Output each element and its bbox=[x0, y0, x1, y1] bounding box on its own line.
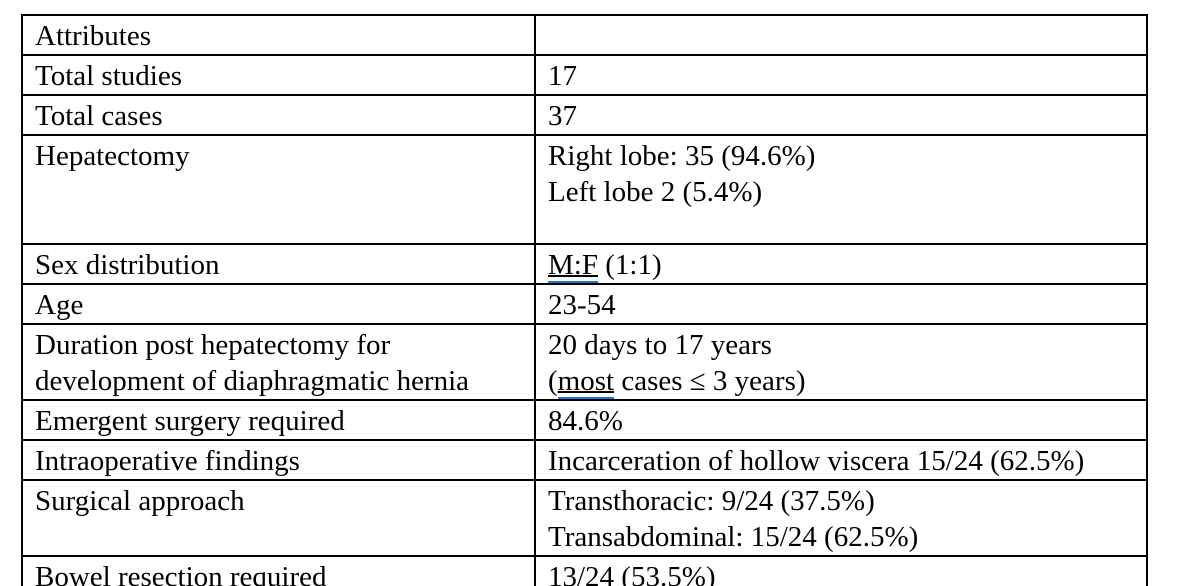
value-line-duration: 20 days to 17 years bbox=[548, 329, 772, 361]
value-line-most-cases: (most cases ≤ 3 years) bbox=[548, 363, 1140, 398]
attributes-table: Attributes Total studies 17 Total cases bbox=[21, 14, 1148, 586]
attribute-cell: Emergent surgery required bbox=[21, 399, 536, 441]
value-text: 84.6% bbox=[548, 405, 623, 437]
attribute-label: Bowel resection required bbox=[35, 561, 327, 586]
value-line-right-lobe: Right lobe: 35 (94.6%) bbox=[548, 140, 816, 172]
value-cell: 23-54 bbox=[534, 283, 1148, 325]
attribute-cell: Age bbox=[21, 283, 536, 325]
grammar-flagged-word[interactable]: most bbox=[557, 365, 615, 398]
table-row-age: Age 23-54 bbox=[21, 283, 1148, 325]
value-cell: Incarceration of hollow viscera 15/24 (6… bbox=[534, 439, 1148, 481]
value-cell: 13/24 (53.5%) bbox=[534, 555, 1148, 586]
attribute-label: Surgical approach bbox=[35, 485, 245, 517]
attribute-label: Sex distribution bbox=[35, 249, 220, 281]
attribute-cell: Sex distribution bbox=[21, 243, 536, 285]
attribute-label: Emergent surgery required bbox=[35, 405, 345, 437]
attribute-cell: Intraoperative findings bbox=[21, 439, 536, 481]
value-cell: 37 bbox=[534, 94, 1148, 136]
value-text: M:F (1:1) bbox=[548, 247, 1140, 282]
attribute-cell: Total studies bbox=[21, 54, 536, 96]
value-cell: 17 bbox=[534, 54, 1148, 96]
value-pre: ( bbox=[548, 365, 558, 397]
value-cell: Transthoracic: 9/24 (37.5%) Transabdomin… bbox=[534, 479, 1148, 557]
value-cell: M:F (1:1) bbox=[534, 243, 1148, 285]
table-row-emergent-surgery: Emergent surgery required 84.6% bbox=[21, 399, 1148, 441]
value-cell: Right lobe: 35 (94.6%) Left lobe 2 (5.4%… bbox=[534, 134, 1148, 245]
attribute-label: Duration post hepatectomy for developmen… bbox=[35, 329, 470, 397]
attribute-label: Total cases bbox=[35, 100, 163, 132]
attribute-label: Intraoperative findings bbox=[35, 445, 300, 477]
attribute-cell: Total cases bbox=[21, 94, 536, 136]
attribute-cell: Bowel resection required bbox=[21, 555, 536, 586]
value-cell bbox=[534, 14, 1148, 56]
table-row-surgical-approach: Surgical approach Transthoracic: 9/24 (3… bbox=[21, 479, 1148, 557]
value-rest: (1:1) bbox=[597, 249, 662, 281]
table-row-duration-post-hepatectomy: Duration post hepatectomy for developmen… bbox=[21, 323, 1148, 401]
table-row-sex-distribution: Sex distribution M:F (1:1) bbox=[21, 243, 1148, 285]
value-line-transabdominal: Transabdominal: 15/24 (62.5%) bbox=[548, 521, 919, 553]
attribute-cell: Surgical approach bbox=[21, 479, 536, 557]
table-row-total-cases: Total cases 37 bbox=[21, 94, 1148, 136]
value-text: 13/24 (53.5%) bbox=[548, 561, 716, 586]
value-text: 17 bbox=[548, 60, 577, 92]
grammar-flagged-word[interactable]: M:F bbox=[548, 249, 598, 282]
value-cell: 84.6% bbox=[534, 399, 1148, 441]
value-line-left-lobe: Left lobe 2 (5.4%) bbox=[548, 176, 763, 208]
value-rest: cases ≤ 3 years) bbox=[614, 365, 806, 397]
table-row-bowel-resection: Bowel resection required 13/24 (53.5%) bbox=[21, 555, 1148, 586]
value-text: Incarceration of hollow viscera 15/24 (6… bbox=[548, 445, 1085, 477]
attribute-label: Attributes bbox=[35, 20, 151, 52]
attribute-cell: Hepatectomy bbox=[21, 134, 536, 245]
table-row-attributes-header: Attributes bbox=[21, 14, 1148, 56]
attribute-label: Total studies bbox=[35, 60, 182, 92]
attribute-label: Hepatectomy bbox=[35, 140, 190, 172]
attribute-cell: Attributes bbox=[21, 14, 536, 56]
value-text: 23-54 bbox=[548, 289, 616, 321]
table-row-total-studies: Total studies 17 bbox=[21, 54, 1148, 96]
value-text: 37 bbox=[548, 100, 577, 132]
table-row-hepatectomy: Hepatectomy Right lobe: 35 (94.6%) Left … bbox=[21, 134, 1148, 245]
attribute-label: Age bbox=[35, 289, 84, 321]
value-cell: 20 days to 17 years (most cases ≤ 3 year… bbox=[534, 323, 1148, 401]
value-line-transthoracic: Transthoracic: 9/24 (37.5%) bbox=[548, 485, 875, 517]
table-row-intraoperative-findings: Intraoperative findings Incarceration of… bbox=[21, 439, 1148, 481]
attribute-cell: Duration post hepatectomy for developmen… bbox=[21, 323, 536, 401]
